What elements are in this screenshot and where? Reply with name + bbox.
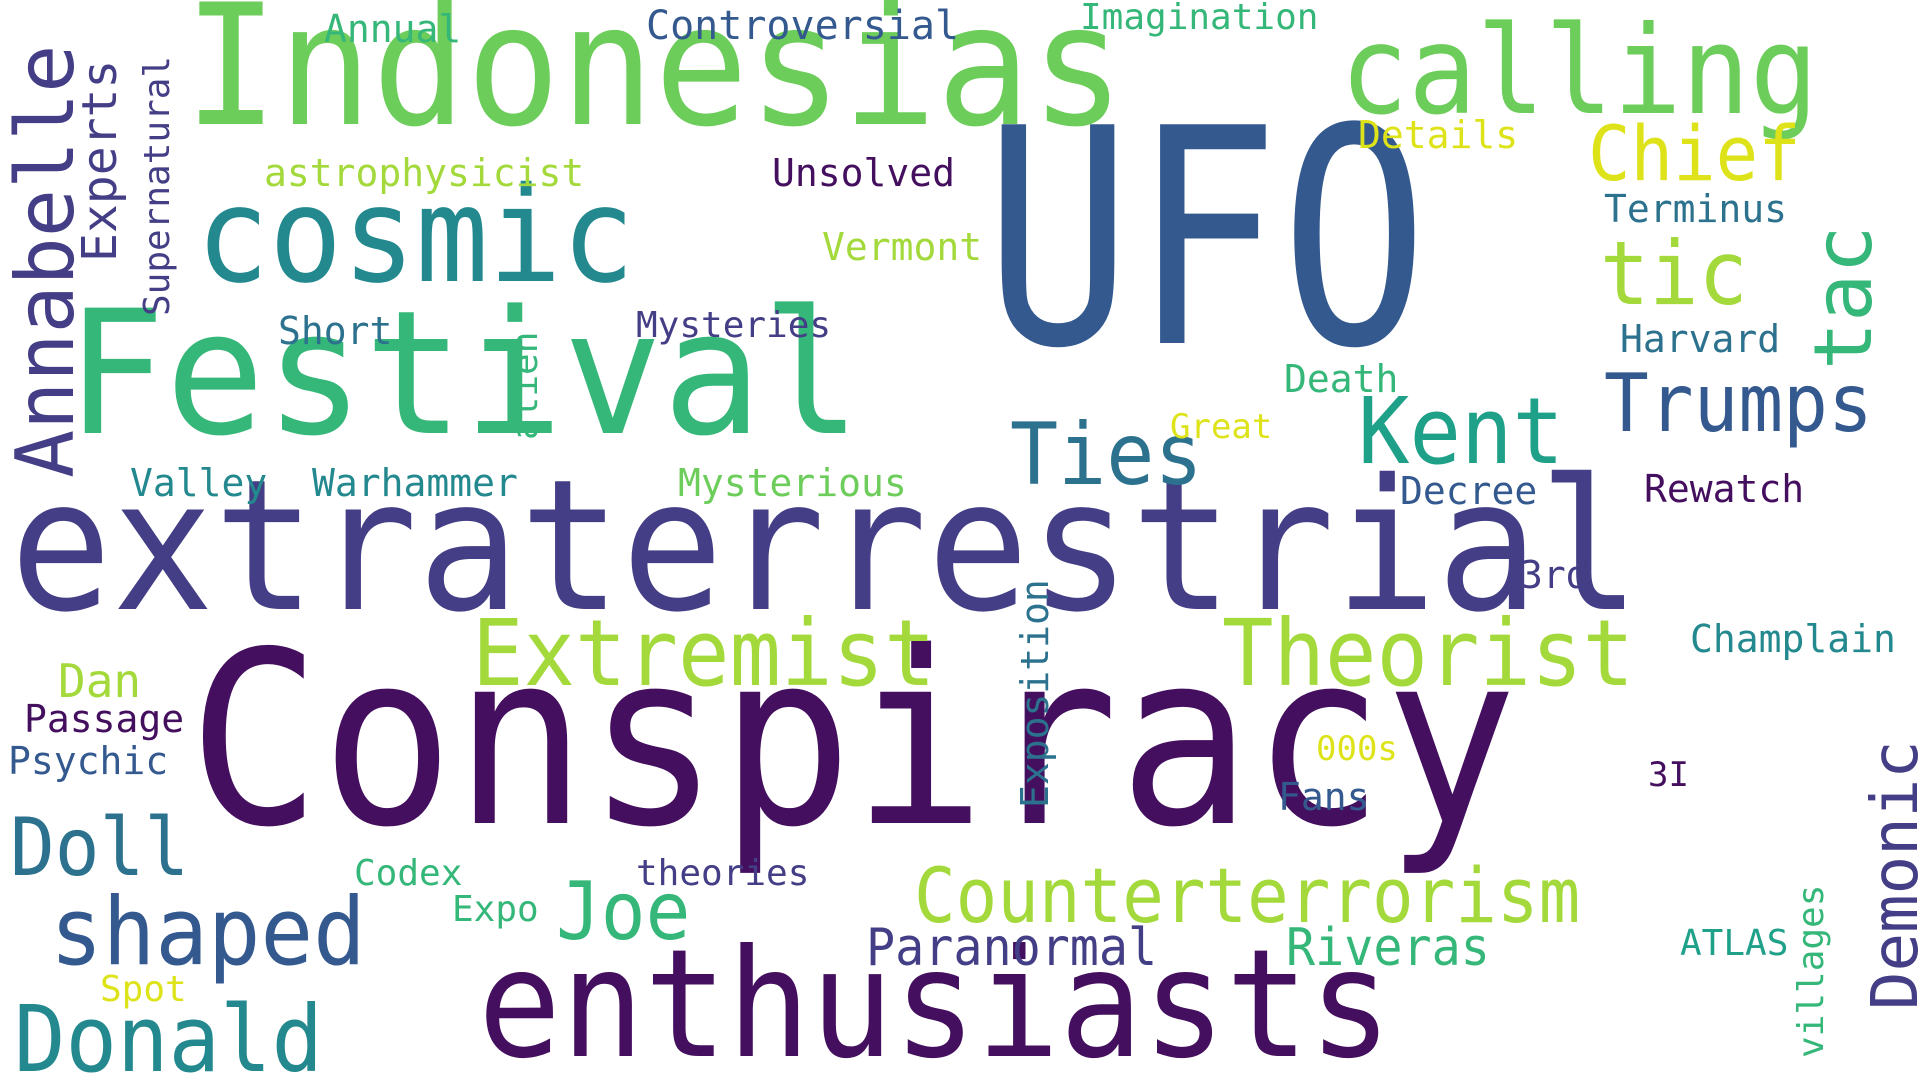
word-extremist: Extremist <box>472 600 936 707</box>
word-counterterrorism: Counterterrorism <box>914 851 1581 940</box>
word-supernatural: Supernatural <box>137 55 178 316</box>
word-ties: Ties <box>1010 405 1203 505</box>
word-alien: alien <box>505 331 546 440</box>
word-passage: Passage <box>24 697 185 741</box>
word-warhammer: Warhammer <box>312 461 518 505</box>
word-three-i: 3I <box>1648 755 1689 795</box>
word-codex: Codex <box>354 853 463 894</box>
word-decree: Decree <box>1400 469 1538 513</box>
word-champlain: Champlain <box>1690 617 1896 661</box>
word-chief: Chief <box>1588 109 1801 198</box>
word-enthusiasts: enthusiasts <box>478 918 1392 1080</box>
word-tic: tic <box>1600 222 1748 325</box>
word-calling: calling <box>1340 0 1819 142</box>
word-kent: Kent <box>1358 378 1565 485</box>
word-conspiracy: Conspiracy <box>188 600 1518 880</box>
word-exposition: Exposition <box>1013 579 1057 808</box>
word-atlas: ATLAS <box>1680 923 1789 964</box>
word-paranormal: Paranormal <box>866 918 1158 978</box>
word-dan: Dan <box>58 654 142 708</box>
word-astrophysicist: astrophysicist <box>264 151 585 195</box>
word-cosmic: cosmic <box>196 159 635 313</box>
word-details: Details <box>1358 113 1519 157</box>
word-villages: villages <box>1791 884 1832 1058</box>
word-terminus: Terminus <box>1604 187 1788 231</box>
word-indonesias: Indonesias <box>184 0 1125 164</box>
word-fans: Fans <box>1278 775 1370 819</box>
word-theories: theories <box>636 853 810 894</box>
word-psychic: Psychic <box>8 739 169 783</box>
word-demonic: Demonic <box>1859 740 1920 1010</box>
word-riveras: Riveras <box>1286 918 1490 978</box>
word-joe: Joe <box>556 865 691 958</box>
word-donald: Donald <box>14 986 324 1080</box>
word-shaped: shaped <box>50 878 366 987</box>
word-annual: Annual <box>324 7 462 51</box>
word-expo: Expo <box>452 889 539 930</box>
word-extraterrestrial: extraterrestrial <box>10 440 1641 652</box>
word-tac: tac <box>1797 225 1890 371</box>
word-mysteries: Mysteries <box>636 305 832 346</box>
word-theorist: Theorist <box>1222 600 1635 707</box>
word-imagination: Imagination <box>1080 0 1319 38</box>
word-rewatch: Rewatch <box>1644 467 1805 511</box>
word-festival: Festival <box>66 273 862 474</box>
word-great: Great <box>1170 407 1273 447</box>
word-experts: Experts <box>72 59 128 262</box>
word-third: 3rd <box>1520 553 1589 597</box>
word-unsolved: Unsolved <box>772 151 956 195</box>
word-death: Death <box>1284 357 1399 401</box>
word-spot: Spot <box>100 969 187 1010</box>
word-mysterious: Mysterious <box>678 461 907 505</box>
word-doll: Doll <box>10 801 190 894</box>
word-vermont: Vermont <box>822 225 983 269</box>
word-short: Short <box>278 309 393 353</box>
word-controversial: Controversial <box>646 3 960 49</box>
word-trumps: Trumps <box>1604 357 1873 450</box>
word-harvard: Harvard <box>1620 317 1781 361</box>
word-ufo: UFO <box>984 65 1429 414</box>
word-valley: Valley <box>130 461 268 505</box>
word-thousands: 000s <box>1316 729 1398 769</box>
